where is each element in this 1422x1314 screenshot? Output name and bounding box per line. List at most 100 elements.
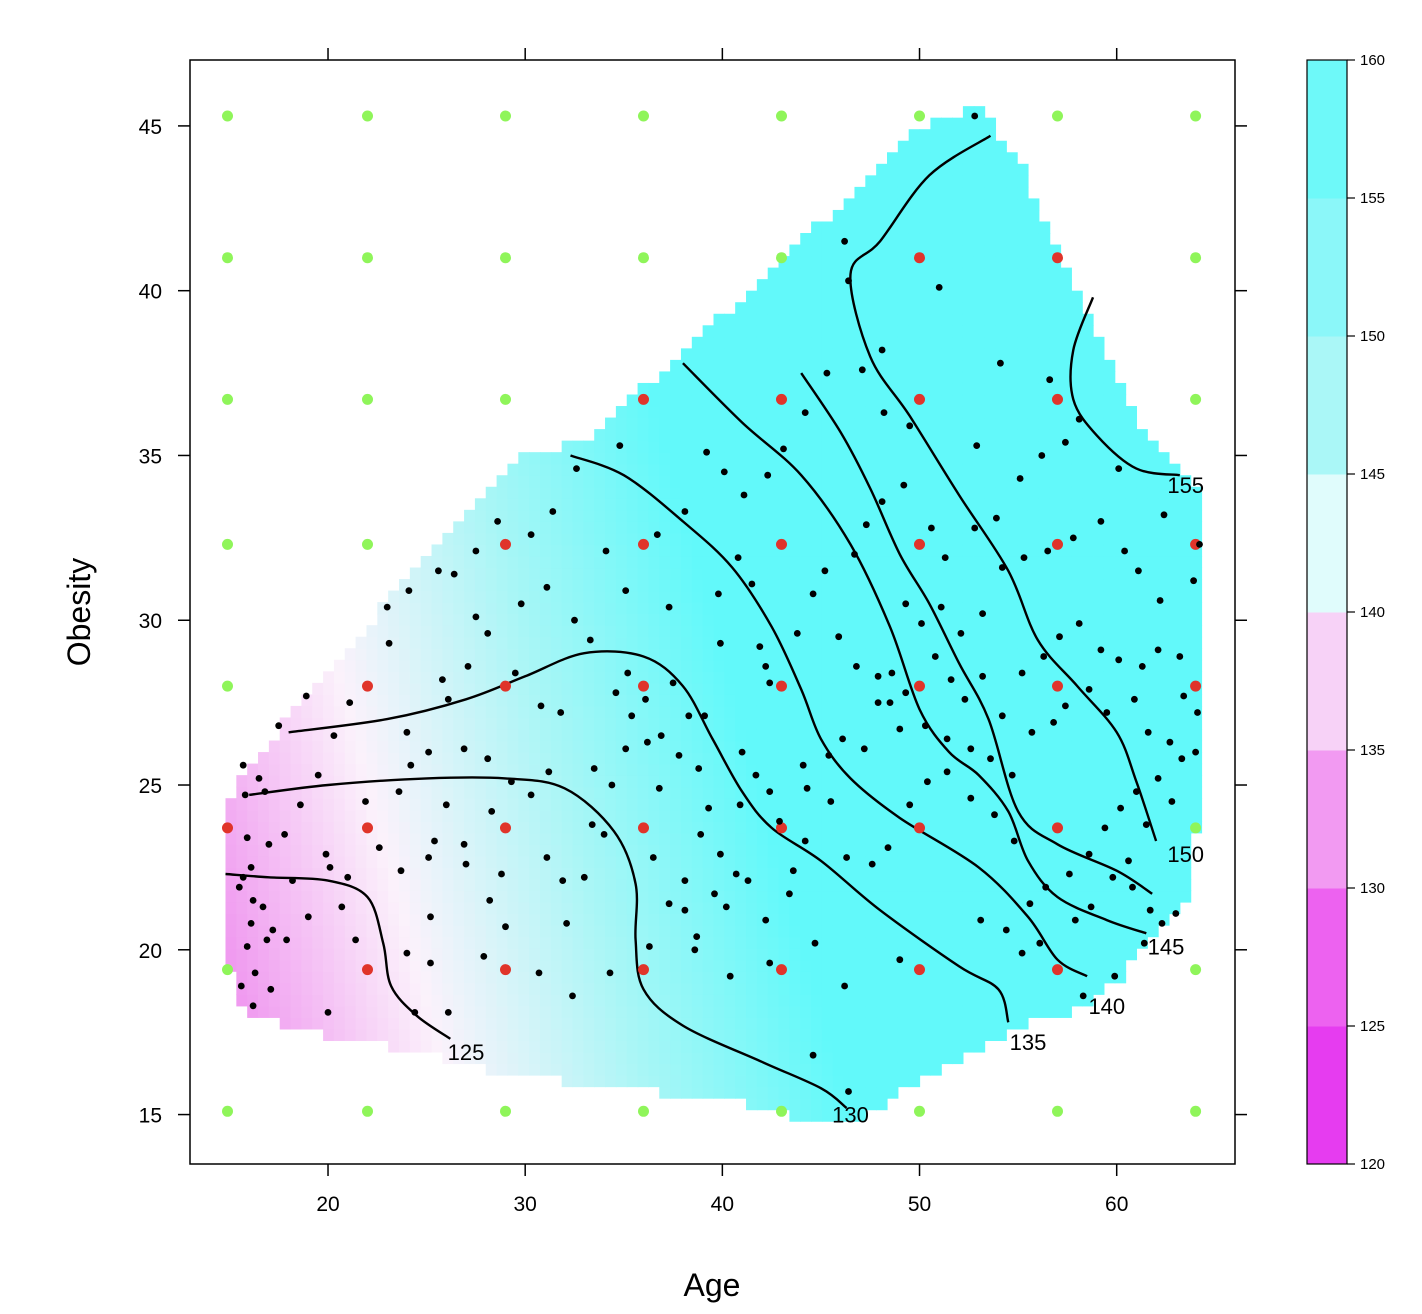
surface-cell bbox=[1017, 809, 1029, 822]
surface-cell bbox=[1103, 567, 1116, 580]
surface-cell bbox=[637, 521, 650, 534]
surface-cell bbox=[713, 440, 725, 453]
surface-cell bbox=[735, 982, 747, 995]
surface-cell bbox=[1038, 717, 1051, 730]
surface-cell bbox=[583, 1051, 595, 1065]
surface-cell bbox=[897, 359, 910, 373]
surface-cell bbox=[724, 429, 736, 442]
surface-cell bbox=[1071, 636, 1083, 649]
surface-cell bbox=[1093, 948, 1105, 961]
surface-cell bbox=[464, 982, 476, 995]
surface-cell bbox=[1071, 994, 1083, 1007]
surface-cell bbox=[615, 902, 628, 915]
surface-cell bbox=[930, 348, 942, 361]
surface-cell bbox=[464, 959, 476, 972]
surface-cell bbox=[756, 705, 769, 719]
surface-cell bbox=[1147, 567, 1159, 580]
surface-cell bbox=[431, 671, 443, 684]
surface-cell bbox=[973, 763, 986, 776]
surface-cell bbox=[800, 775, 812, 788]
surface-cell bbox=[236, 948, 248, 961]
surface-cell bbox=[973, 648, 986, 661]
surface-cell bbox=[1147, 890, 1159, 903]
surface-cell bbox=[778, 544, 790, 557]
surface-cell bbox=[876, 855, 888, 868]
surface-cell bbox=[605, 948, 617, 961]
surface-cell bbox=[659, 763, 671, 776]
surface-cell bbox=[1147, 590, 1159, 603]
surface-cell bbox=[312, 728, 324, 742]
surface-cell bbox=[225, 809, 237, 822]
surface-cell bbox=[865, 302, 877, 315]
surface-cell bbox=[995, 475, 1007, 488]
surface-cell bbox=[648, 1075, 660, 1088]
surface-cell bbox=[941, 186, 953, 200]
surface-cell bbox=[268, 959, 281, 972]
surface-cell bbox=[1060, 417, 1072, 430]
surface-cell bbox=[659, 775, 671, 788]
surface-cell bbox=[984, 336, 997, 349]
surface-cell bbox=[1006, 509, 1018, 522]
surface-cell bbox=[388, 1017, 400, 1030]
surface-cell bbox=[507, 521, 519, 534]
surface-cell bbox=[355, 671, 368, 684]
surface-cell bbox=[854, 452, 866, 465]
surface-cell bbox=[442, 948, 454, 961]
surface-cell bbox=[756, 279, 769, 292]
surface-cell bbox=[821, 1028, 834, 1042]
surface-cell bbox=[1125, 890, 1138, 903]
surface-cell bbox=[1049, 313, 1062, 326]
surface-cell bbox=[984, 302, 997, 315]
surface-cell bbox=[941, 348, 953, 361]
surface-cell bbox=[832, 705, 845, 719]
surface-cell bbox=[507, 717, 519, 730]
surface-cell bbox=[1006, 163, 1018, 176]
surface-cell bbox=[453, 798, 465, 811]
surface-cell bbox=[735, 313, 747, 326]
surface-cell bbox=[995, 844, 1007, 857]
surface-cell bbox=[1114, 705, 1127, 719]
surface-cell bbox=[550, 1051, 563, 1065]
surface-cell bbox=[1147, 463, 1159, 476]
surface-cell bbox=[453, 809, 465, 822]
surface-cell bbox=[724, 705, 736, 719]
surface-cell bbox=[659, 728, 671, 742]
surface-cell bbox=[550, 878, 563, 892]
surface-cell bbox=[832, 740, 845, 753]
surface-cell bbox=[995, 521, 1007, 534]
surface-cell bbox=[865, 290, 877, 303]
surface-cell bbox=[420, 902, 433, 915]
surface-cell bbox=[1082, 763, 1094, 776]
surface-cell bbox=[887, 313, 899, 326]
surface-cell bbox=[615, 671, 628, 684]
surface-cell bbox=[312, 809, 324, 822]
surface-cell bbox=[973, 359, 986, 373]
surface-cell bbox=[1071, 348, 1083, 361]
surface-cell bbox=[854, 359, 866, 373]
surface-cell bbox=[561, 775, 574, 788]
surface-cell bbox=[409, 994, 422, 1007]
surface-cell bbox=[333, 971, 346, 984]
surface-cell bbox=[941, 279, 953, 292]
surface-cell bbox=[474, 936, 487, 949]
surface-cell bbox=[984, 359, 997, 373]
surface-cell bbox=[832, 313, 845, 326]
surface-cell bbox=[518, 971, 530, 984]
surface-cell bbox=[973, 936, 986, 949]
surface-cell bbox=[539, 809, 552, 822]
surface-cell bbox=[1114, 440, 1127, 453]
surface-cell bbox=[854, 763, 866, 776]
surface-cell bbox=[1006, 417, 1018, 430]
surface-cell bbox=[876, 555, 888, 569]
surface-cell bbox=[995, 394, 1007, 407]
surface-cell bbox=[1027, 925, 1040, 938]
surface-cell bbox=[594, 555, 606, 569]
surface-cell bbox=[659, 532, 671, 546]
surface-cell bbox=[984, 244, 997, 257]
surface-cell bbox=[930, 821, 942, 834]
surface-cell bbox=[713, 913, 725, 926]
surface-cell bbox=[713, 775, 725, 788]
surface-cell bbox=[952, 198, 964, 211]
surface-cell bbox=[680, 1017, 693, 1030]
surface-cell bbox=[453, 855, 465, 868]
